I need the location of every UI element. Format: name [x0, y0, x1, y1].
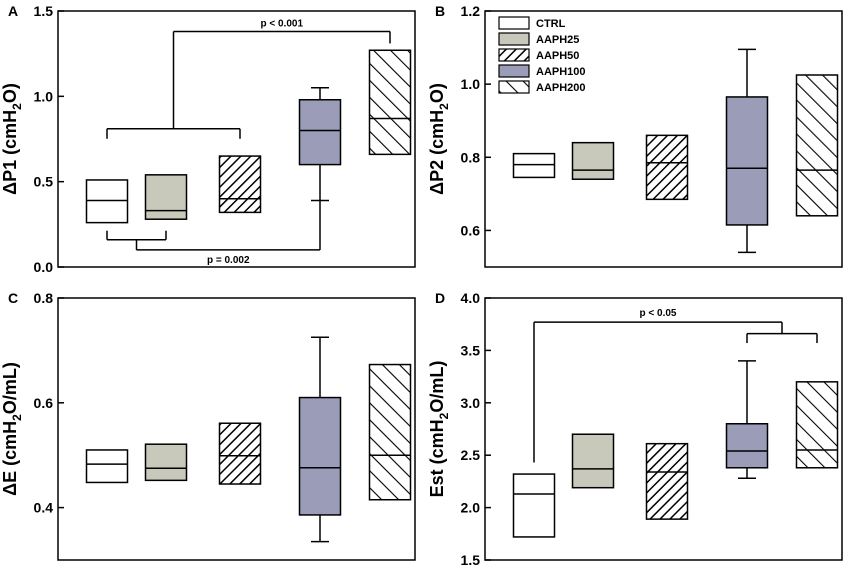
box-b-aaph200: [795, 74, 839, 217]
box-c-aaph50: [218, 422, 262, 485]
legend-swatch-aaph100: [498, 64, 530, 78]
significance-bracket-d: p < 0.05: [533, 308, 818, 463]
box-b-aaph25: [571, 141, 615, 180]
box-b-aaph100: [725, 48, 769, 254]
box-body: [218, 422, 262, 485]
significance-bracket-a: p < 0.001: [106, 18, 391, 139]
box-body: [512, 473, 556, 538]
panel-a: A 0.0 0.5 1.0 1.5 ΔP1 (cmH2O) p < 0.001 p = 0.0…: [0, 3, 416, 275]
box-body: [795, 74, 839, 217]
legend-swatch-aaph200: [498, 80, 530, 94]
box-body: [645, 442, 689, 520]
y-tick-label-a: 0.0: [34, 259, 54, 275]
y-tick-label-d: 3.5: [461, 342, 481, 358]
plot-frame-b: [484, 10, 843, 268]
box-d-ctrl: [512, 473, 556, 538]
legend-swatch-ctrl: [498, 16, 530, 30]
panel-letter-c: C: [8, 290, 18, 306]
p-value-label: p < 0.001: [260, 18, 303, 29]
y-tick-label-d: 1.5: [461, 552, 481, 567]
panel-c: C 0.4 0.6 0.8 ΔE (cmH2O/mL): [0, 290, 416, 561]
y-tick-label-d: 3.0: [461, 395, 481, 411]
box-body: [368, 363, 412, 501]
box-c-aaph25: [144, 443, 188, 482]
panel-letter-d: D: [435, 290, 445, 306]
box-body: [725, 423, 769, 469]
y-axis-label-a: ΔP1 (cmH2O): [0, 83, 24, 195]
legend-label-aaph100: AAPH100: [536, 66, 586, 78]
box-c-aaph200: [368, 363, 412, 501]
y-tick-label-b: 0.8: [461, 149, 481, 165]
plot-frame-c: [57, 297, 416, 561]
plot-frame-a: [57, 10, 416, 268]
box-a-aaph25: [144, 174, 188, 220]
y-axis-label-c: ΔE (cmH2O/mL): [0, 362, 24, 496]
legend-label-aaph200: AAPH200: [536, 82, 586, 94]
y-tick-label-c: 0.8: [34, 290, 54, 306]
legend-swatch-aaph25: [498, 32, 530, 46]
y-tick-label-d: 4.0: [461, 290, 481, 306]
y-tick-label-d: 2.5: [461, 447, 481, 463]
panel-letter-b: B: [435, 3, 445, 19]
p-value-label: p = 0.002: [207, 255, 250, 266]
y-tick-label-d: 2.0: [461, 500, 481, 516]
legend: CTRL AAPH25 AAPH50 AAPH100 AAPH200: [498, 16, 586, 94]
y-tick-label-c: 0.6: [34, 395, 54, 411]
plot-frame-d: [484, 297, 843, 561]
box-b-aaph50: [645, 134, 689, 201]
panel-letter-a: A: [8, 3, 18, 19]
box-body: [85, 449, 129, 484]
box-body: [795, 381, 839, 469]
y-tick-label-b: 1.2: [461, 3, 481, 19]
panel-b: B 0.6 0.8 1.0 1.2 ΔP2 (cmH2O) CTRL AAPH25 AAPH50…: [427, 3, 843, 268]
box-a-aaph200: [368, 49, 412, 156]
y-tick-label-a: 1.0: [34, 88, 54, 104]
legend-swatch-aaph50: [498, 48, 530, 62]
y-tick-label-a: 0.5: [34, 174, 54, 190]
legend-label-ctrl: CTRL: [536, 18, 566, 30]
p-value-label: p < 0.05: [640, 308, 677, 319]
box-c-ctrl: [85, 449, 129, 484]
box-body: [725, 96, 769, 226]
y-axis-label-d: Est (cmH2O/mL): [427, 361, 451, 498]
y-tick-label-a: 1.5: [34, 3, 54, 19]
legend-label-aaph50: AAPH50: [536, 50, 579, 62]
box-body: [85, 179, 129, 224]
box-a-ctrl: [85, 179, 129, 224]
box-b-ctrl: [512, 152, 556, 179]
box-body: [298, 98, 342, 166]
y-axis-label-b: ΔP2 (cmH2O): [427, 83, 451, 195]
box-c-aaph100: [298, 336, 342, 543]
box-body: [144, 174, 188, 220]
box-body: [298, 396, 342, 516]
box-d-aaph50: [645, 442, 689, 520]
box-a-aaph50: [218, 155, 262, 214]
significance-bracket-a: p = 0.002: [106, 200, 321, 266]
box-d-aaph200: [795, 381, 839, 469]
box-body: [218, 155, 262, 214]
box-body: [512, 152, 556, 179]
legend-label-aaph25: AAPH25: [536, 34, 579, 46]
y-tick-label-b: 0.6: [461, 222, 481, 238]
y-tick-label-c: 0.4: [34, 500, 54, 516]
box-body: [571, 141, 615, 180]
panels: A 0.0 0.5 1.0 1.5 ΔP1 (cmH2O) p < 0.001 p = 0.0…: [0, 3, 843, 567]
panel-d: D 1.5 2.0 2.5 3.0 3.5 4.0 Est (cmH2O/mL) p < 0.0…: [427, 290, 843, 567]
box-d-aaph25: [571, 433, 615, 489]
y-tick-label-b: 1.0: [461, 76, 481, 92]
box-a-aaph100: [298, 87, 342, 202]
box-body: [645, 134, 689, 201]
box-body: [571, 433, 615, 489]
box-d-aaph100: [725, 360, 769, 480]
box-body: [144, 443, 188, 482]
box-body: [368, 49, 412, 156]
